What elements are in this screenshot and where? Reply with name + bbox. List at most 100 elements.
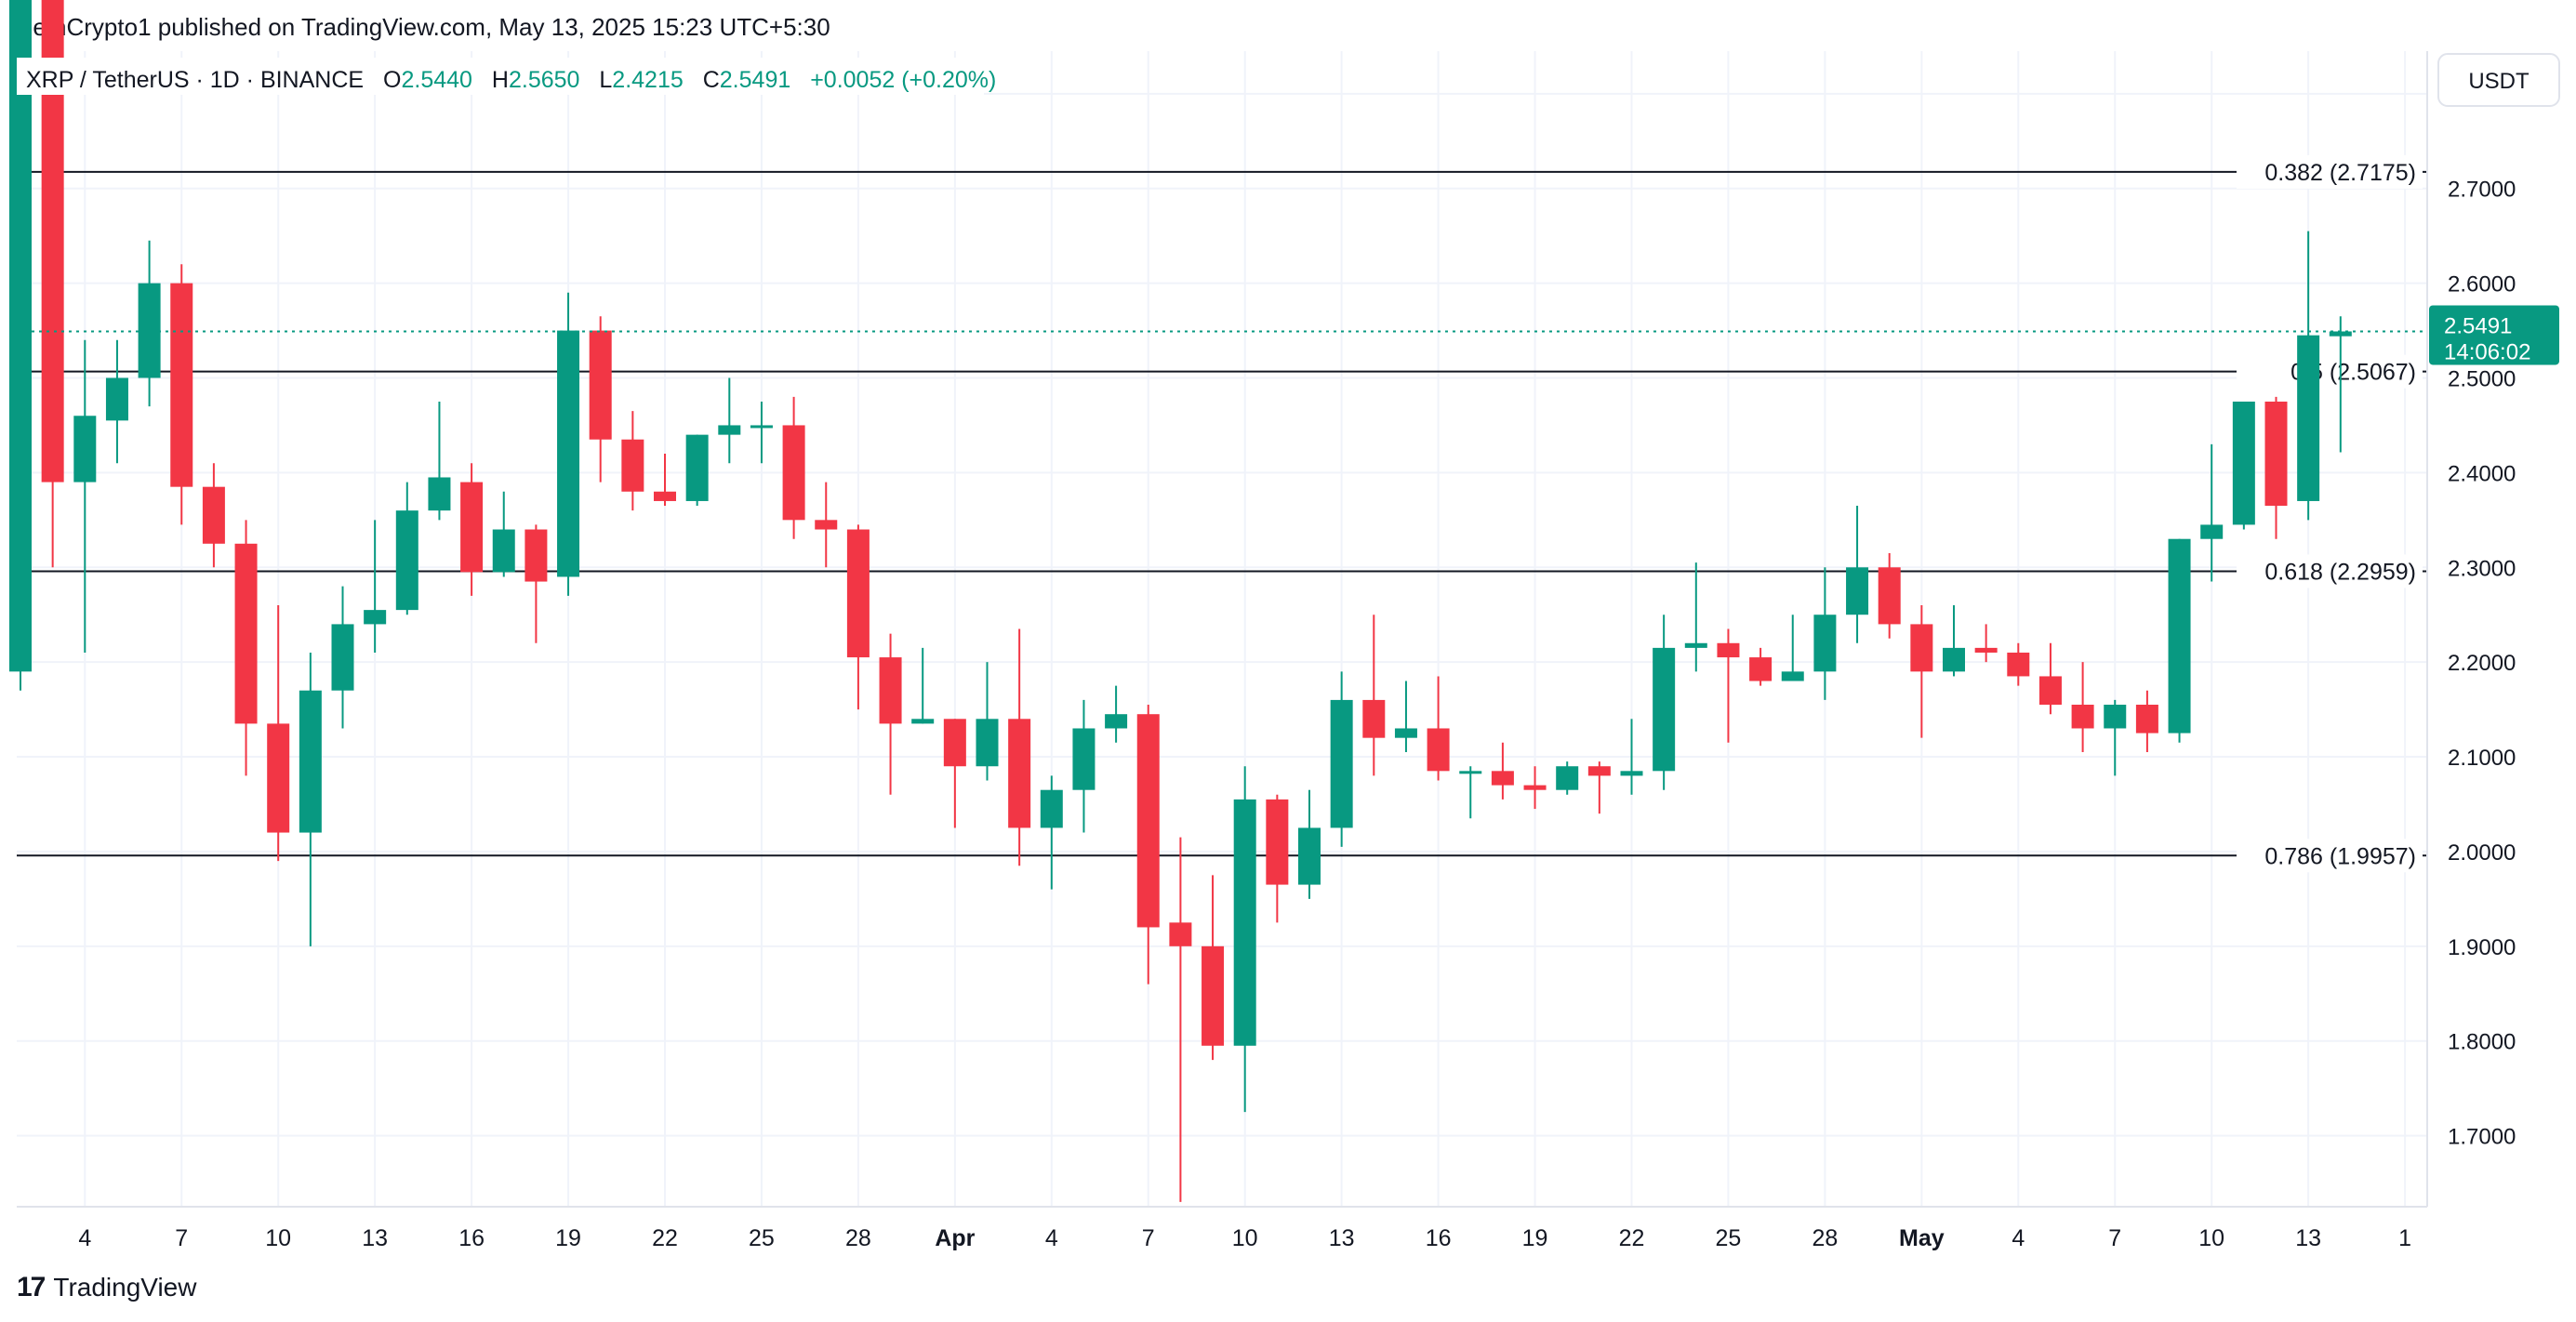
- candle-body: [1008, 719, 1031, 828]
- candle[interactable]: [1266, 794, 1289, 923]
- candle[interactable]: [589, 316, 612, 483]
- candle-body: [1653, 647, 1676, 772]
- candle[interactable]: [621, 411, 644, 511]
- currency-button[interactable]: USDT: [2437, 53, 2560, 107]
- tradingview-logo-icon[interactable]: 17: [17, 1272, 46, 1302]
- candle[interactable]: [1233, 766, 1256, 1113]
- candle[interactable]: [1781, 615, 1804, 681]
- candle[interactable]: [815, 482, 838, 568]
- candle-body: [170, 283, 193, 487]
- candle[interactable]: [2264, 396, 2288, 539]
- candle[interactable]: [460, 463, 484, 596]
- candle[interactable]: [1427, 676, 1450, 781]
- candle[interactable]: [654, 454, 676, 507]
- candle[interactable]: [1330, 671, 1353, 847]
- candle[interactable]: [976, 662, 999, 781]
- tradingview-brand[interactable]: TradingView: [53, 1273, 197, 1302]
- candle-body: [1072, 728, 1095, 790]
- candle[interactable]: [1072, 699, 1095, 833]
- candle[interactable]: [234, 520, 258, 776]
- candle[interactable]: [1813, 567, 1837, 700]
- candle-body: [395, 510, 418, 611]
- candle[interactable]: [1169, 837, 1192, 1202]
- candle[interactable]: [1202, 875, 1225, 1061]
- candle[interactable]: [2168, 538, 2191, 743]
- candle[interactable]: [1846, 506, 1869, 643]
- candle[interactable]: [492, 491, 515, 577]
- candle[interactable]: [2071, 662, 2094, 752]
- candle[interactable]: [331, 586, 354, 729]
- candle-body: [879, 657, 902, 724]
- candle[interactable]: [2038, 642, 2062, 715]
- candle-body: [1717, 642, 1740, 658]
- candle[interactable]: [395, 482, 418, 615]
- candle[interactable]: [2329, 316, 2352, 453]
- candle[interactable]: [1910, 605, 1933, 738]
- price-tick-label: 1.7000: [2448, 1125, 2516, 1150]
- candle[interactable]: [267, 605, 290, 862]
- candle[interactable]: [1974, 624, 1998, 663]
- candle[interactable]: [364, 520, 387, 653]
- candle[interactable]: [138, 240, 161, 407]
- candle[interactable]: [1105, 685, 1128, 743]
- candle[interactable]: [9, 0, 32, 691]
- candle[interactable]: [1943, 605, 1965, 677]
- candle-body: [685, 434, 709, 501]
- candle[interactable]: [1684, 562, 1707, 672]
- candle[interactable]: [1136, 705, 1160, 985]
- candle[interactable]: [2104, 699, 2127, 776]
- candle[interactable]: [1878, 552, 1901, 639]
- candle[interactable]: [1491, 742, 1514, 800]
- candle[interactable]: [911, 647, 935, 724]
- candle[interactable]: [1587, 761, 1611, 814]
- candle[interactable]: [782, 396, 805, 539]
- candle-body: [718, 425, 741, 435]
- candle-body: [73, 416, 97, 483]
- candle[interactable]: [2297, 231, 2320, 521]
- candle[interactable]: [1717, 628, 1740, 743]
- candle[interactable]: [73, 339, 97, 653]
- candle[interactable]: [105, 339, 128, 464]
- date-tick-label: 19: [1522, 1225, 1548, 1251]
- candle[interactable]: [685, 434, 709, 507]
- candle-body: [976, 719, 999, 767]
- candle-body: [1587, 766, 1611, 776]
- date-tick-label: 28: [1812, 1225, 1838, 1251]
- candle[interactable]: [1362, 615, 1386, 776]
- candle[interactable]: [1653, 615, 1676, 790]
- candle[interactable]: [1394, 681, 1417, 752]
- candle[interactable]: [1620, 719, 1643, 795]
- candle[interactable]: [2007, 642, 2030, 686]
- candle[interactable]: [750, 401, 773, 464]
- candle[interactable]: [2135, 690, 2158, 752]
- candle-body: [846, 529, 870, 658]
- candle[interactable]: [1008, 628, 1031, 866]
- candle[interactable]: [943, 719, 966, 828]
- candle[interactable]: [1459, 766, 1482, 819]
- candle[interactable]: [557, 292, 580, 596]
- candle[interactable]: [1298, 789, 1321, 899]
- date-tick-label: 28: [845, 1225, 871, 1251]
- candle[interactable]: [299, 652, 322, 946]
- candle[interactable]: [2200, 443, 2224, 582]
- candle[interactable]: [1523, 766, 1547, 810]
- price-tick-label: 2.5000: [2448, 367, 2516, 392]
- candle[interactable]: [879, 633, 902, 795]
- candle[interactable]: [428, 401, 451, 521]
- price-tick-label: 2.3000: [2448, 556, 2516, 581]
- candle[interactable]: [1040, 775, 1063, 890]
- candle[interactable]: [1556, 761, 1579, 795]
- footer: 17 TradingView: [17, 1272, 196, 1303]
- candle[interactable]: [524, 524, 548, 643]
- fib-level-label: 0.618 (2.2959): [2264, 559, 2416, 585]
- candle[interactable]: [202, 463, 225, 568]
- candle[interactable]: [2232, 401, 2255, 530]
- candle[interactable]: [1749, 647, 1773, 686]
- candle-body: [299, 690, 322, 833]
- candle[interactable]: [170, 264, 193, 525]
- candle[interactable]: [718, 377, 741, 464]
- candle-body: [2200, 524, 2224, 539]
- candle[interactable]: [846, 524, 870, 710]
- legend-close-label: C: [703, 67, 720, 93]
